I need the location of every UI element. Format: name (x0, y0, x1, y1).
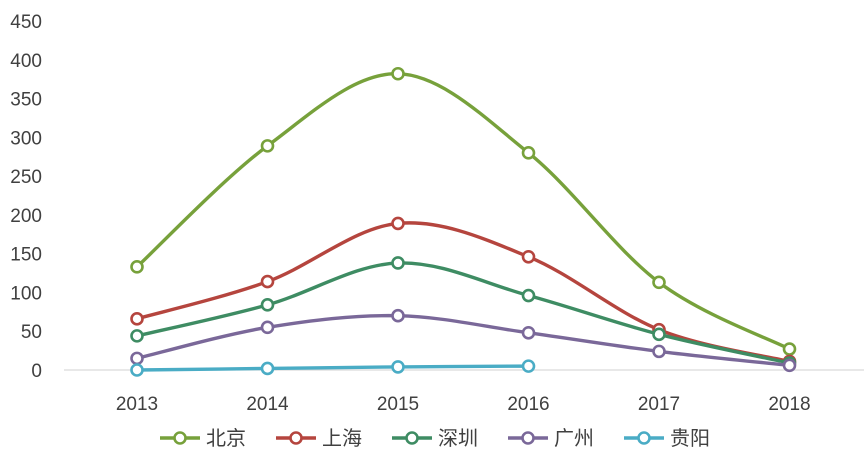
data-point (652, 344, 666, 359)
data-point (130, 329, 144, 343)
data-point (391, 256, 405, 270)
legend: 北京 上海 深圳 广州 贵阳 (160, 426, 710, 450)
y-tick-label: 450 (10, 12, 42, 33)
legend-marker (289, 431, 303, 445)
data-point (652, 275, 666, 290)
legend-label: 贵阳 (670, 426, 710, 450)
series-line (135, 72, 792, 351)
y-tick-label: 250 (10, 167, 42, 188)
data-point (260, 361, 275, 376)
data-point (130, 260, 144, 274)
x-tick-label: 2017 (638, 394, 680, 415)
series-2 (130, 256, 797, 370)
legend-label: 上海 (322, 426, 362, 450)
data-point (130, 351, 144, 366)
series-line (135, 261, 792, 365)
y-tick-label: 400 (10, 51, 42, 72)
data-point (260, 139, 275, 153)
legend-marker (637, 431, 651, 445)
y-tick-label: 100 (10, 283, 42, 304)
legend-label: 深圳 (438, 426, 478, 450)
series-line (135, 364, 531, 372)
y-axis: 0 50 100 150 200 250 300 350 400 450 (10, 12, 42, 382)
series-layer (130, 66, 797, 377)
x-tick-label: 2016 (507, 394, 549, 415)
y-tick-label: 150 (10, 245, 42, 266)
data-point (521, 359, 536, 373)
legend-item: 广州 (508, 426, 594, 450)
series-3 (130, 308, 797, 373)
y-tick-label: 300 (10, 128, 42, 149)
series-line (135, 221, 792, 364)
legend-item: 贵阳 (624, 426, 710, 450)
data-point (260, 320, 275, 335)
x-tick-label: 2013 (116, 394, 158, 415)
series-0 (130, 66, 797, 356)
data-point (260, 298, 275, 312)
data-point (521, 288, 536, 303)
data-point (391, 66, 405, 81)
data-point (782, 358, 797, 373)
series-4 (130, 359, 536, 377)
x-tick-label: 2015 (377, 394, 419, 415)
legend-item: 深圳 (392, 426, 478, 450)
data-point (652, 327, 666, 342)
data-point (782, 342, 797, 356)
data-point (521, 249, 536, 264)
y-tick-label: 0 (31, 361, 42, 382)
data-point (391, 360, 405, 374)
data-point (391, 308, 405, 323)
legend-label: 北京 (206, 426, 246, 450)
x-tick-label: 2018 (768, 394, 810, 415)
y-tick-label: 200 (10, 206, 42, 227)
series-line (135, 313, 792, 368)
data-point (260, 274, 275, 289)
legend-marker (405, 431, 419, 445)
legend-marker (173, 431, 187, 445)
legend-label: 广州 (554, 426, 594, 450)
x-tick-label: 2014 (246, 394, 289, 415)
data-point (130, 312, 144, 326)
data-point (521, 325, 536, 340)
x-axis: 2013 2014 2015 2016 2017 2018 (64, 369, 864, 415)
legend-item: 上海 (276, 426, 362, 450)
data-point (130, 363, 144, 377)
legend-marker (521, 431, 535, 445)
legend-item: 北京 (160, 426, 246, 450)
y-tick-label: 50 (21, 322, 42, 343)
y-tick-label: 350 (10, 90, 42, 111)
data-point (521, 146, 536, 160)
data-point (391, 216, 405, 231)
